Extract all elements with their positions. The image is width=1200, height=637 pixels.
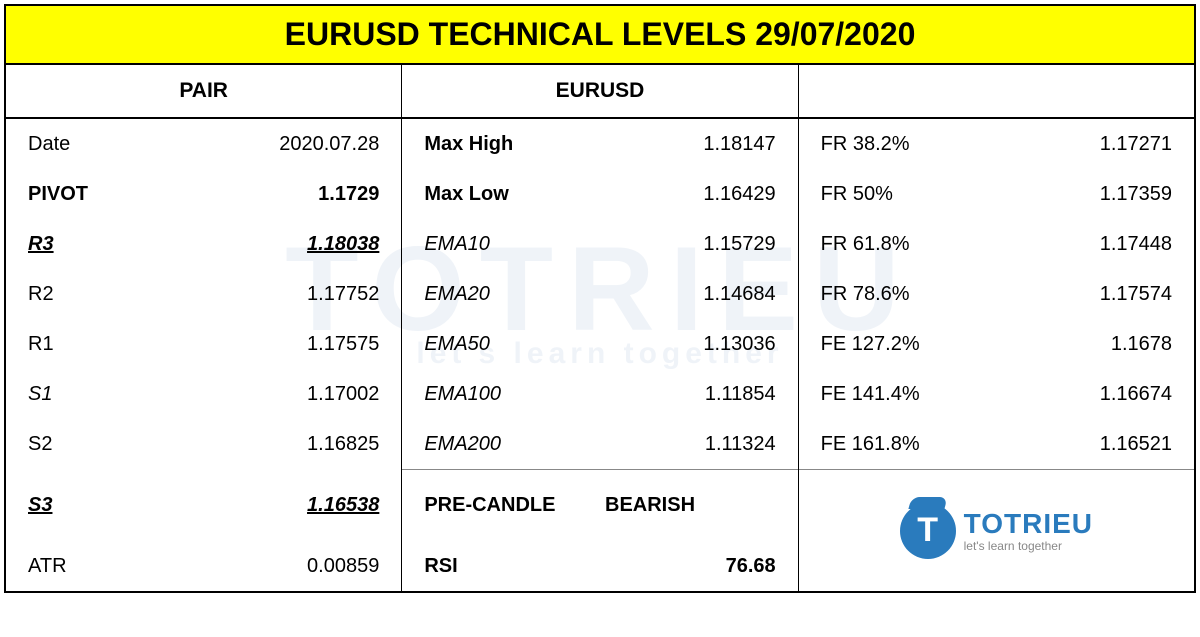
row-value: 0.00859 [204,555,380,578]
row-label: Max High [424,133,600,156]
logo-text: TOTRIEU let's learn together [964,510,1093,552]
row-value: 1.13036 [600,333,776,356]
table-row: FR 50%1.17359 [799,169,1194,219]
table-row: EMA201.14684 [402,269,797,319]
row-label: FE 141.4% [821,383,997,406]
table-row: FE 141.4%1.16674 [799,369,1194,419]
column-header-fib [799,65,1194,119]
table-row: EMA501.13036 [402,319,797,369]
row-value: 1.11854 [600,383,776,406]
table-row: FR 78.6%1.17574 [799,269,1194,319]
column-fib: FR 38.2%1.17271FR 50%1.17359FR 61.8%1.17… [798,65,1194,591]
row-label: R1 [28,333,204,356]
table-row: S21.16825 [6,419,401,469]
row-value: 1.17448 [996,233,1172,256]
table-row: EMA101.15729 [402,219,797,269]
row-label: S3 [28,494,204,517]
rsi-label: RSI [424,555,600,578]
rsi-row: RSI 76.68 [402,541,797,591]
table-row: R11.17575 [6,319,401,369]
table-row: Date2020.07.28 [6,119,401,169]
logo-cell: T TOTRIEU let's learn together [799,469,1194,591]
row-label: ATR [28,555,204,578]
column-fib-rows: FR 38.2%1.17271FR 50%1.17359FR 61.8%1.17… [799,119,1194,591]
table-row: Max Low1.16429 [402,169,797,219]
row-value: 1.1678 [996,333,1172,356]
table-row: Max High1.18147 [402,119,797,169]
logo-tagline: let's learn together [964,540,1093,552]
table-row: EMA2001.11324 [402,419,797,469]
table-row: FE 161.8%1.16521 [799,419,1194,469]
row-label: FR 61.8% [821,233,997,256]
precandle-value: BEARISH [595,494,776,517]
row-label: FR 78.6% [821,283,997,306]
row-value: 1.17574 [996,283,1172,306]
row-label: FR 38.2% [821,133,997,156]
row-value: 1.17575 [204,333,380,356]
row-value: 1.16825 [204,433,380,456]
column-pair: PAIR Date2020.07.28PIVOT1.1729R31.18038R… [6,65,401,591]
row-value: 1.11324 [600,433,776,456]
row-label: EMA200 [424,433,600,456]
table-row: FE 127.2%1.1678 [799,319,1194,369]
row-label: Max Low [424,183,600,206]
row-value: 1.17359 [996,183,1172,206]
table-title: EURUSD TECHNICAL LEVELS 29/07/2020 [6,6,1194,65]
row-value: 1.18038 [204,233,380,256]
table-row: EMA1001.11854 [402,369,797,419]
row-label: PIVOT [28,183,204,206]
table-row: S11.17002 [6,369,401,419]
row-label: FR 50% [821,183,997,206]
row-value: 1.16674 [996,383,1172,406]
logo-icon: T [900,503,956,559]
table-row: R31.18038 [6,219,401,269]
table-row: S31.16538 [6,469,401,541]
row-value: 2020.07.28 [204,133,380,156]
precandle-label: PRE-CANDLE [424,494,595,517]
row-value: 1.16538 [204,494,380,517]
row-value: 1.15729 [600,233,776,256]
logo-glyph-letter: T [917,511,938,550]
technical-levels-table: TOTRIEU let's learn together EURUSD TECH… [4,4,1196,593]
column-header-pair: PAIR [6,65,401,119]
column-header-eurusd: EURUSD [402,65,797,119]
row-label: EMA100 [424,383,600,406]
row-value: 1.17002 [204,383,380,406]
row-label: R2 [28,283,204,306]
table-row: FR 38.2%1.17271 [799,119,1194,169]
row-label: EMA50 [424,333,600,356]
rsi-value: 76.68 [600,555,776,578]
row-value: 1.18147 [600,133,776,156]
table-columns: PAIR Date2020.07.28PIVOT1.1729R31.18038R… [6,65,1194,591]
row-value: 1.17752 [204,283,380,306]
row-label: EMA20 [424,283,600,306]
column-eurusd: EURUSD Max High1.18147Max Low1.16429EMA1… [401,65,797,591]
precandle-row: PRE-CANDLE BEARISH [402,469,797,541]
row-label: EMA10 [424,233,600,256]
table-row: ATR0.00859 [6,541,401,591]
row-label: S2 [28,433,204,456]
logo-brand: TOTRIEU [964,510,1093,538]
column-eurusd-rows: Max High1.18147Max Low1.16429EMA101.1572… [402,119,797,591]
row-label: R3 [28,233,204,256]
row-label: FE 161.8% [821,433,997,456]
row-label: S1 [28,383,204,406]
row-value: 1.17271 [996,133,1172,156]
row-label: Date [28,133,204,156]
table-row: FR 61.8%1.17448 [799,219,1194,269]
row-value: 1.14684 [600,283,776,306]
row-value: 1.16521 [996,433,1172,456]
table-row: PIVOT1.1729 [6,169,401,219]
column-pair-rows: Date2020.07.28PIVOT1.1729R31.18038R21.17… [6,119,401,591]
row-value: 1.16429 [600,183,776,206]
row-value: 1.1729 [204,183,380,206]
row-label: FE 127.2% [821,333,997,356]
table-row: R21.17752 [6,269,401,319]
